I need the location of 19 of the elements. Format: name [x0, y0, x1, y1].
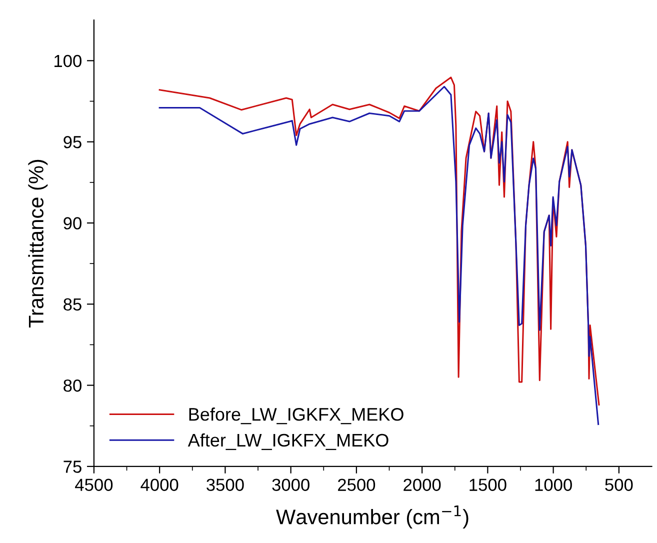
x-tick-label: 2000 [404, 478, 441, 491]
y-tick-label: 75 [64, 460, 82, 473]
x-tick-label: 500 [605, 478, 633, 491]
y-tick-label: 85 [64, 298, 82, 311]
legend-label: Before_LW_IGKFX_MEKO [189, 408, 404, 424]
x-tick-label: 1500 [470, 478, 506, 491]
x-axis-title: Wavenumber (cm$^{−1}$) [276, 506, 468, 528]
legend-label: After_LW_IGKFX_MEKO [188, 433, 388, 450]
y-tick-label: 90 [64, 217, 82, 230]
y-tick-label: 80 [64, 379, 82, 392]
y-axis-title: Transmittance (%) [28, 160, 48, 328]
x-tick-label: 1000 [535, 478, 572, 491]
x-tick-label: 4000 [140, 478, 178, 491]
y-tick-label: 95 [64, 136, 82, 148]
x-tick-label: 3500 [206, 478, 244, 491]
x-tick-label: 4500 [75, 478, 113, 491]
y-tick-label: 100 [54, 54, 82, 68]
x-tick-label: 2500 [338, 478, 376, 491]
x-tick-label: 3000 [272, 478, 310, 491]
